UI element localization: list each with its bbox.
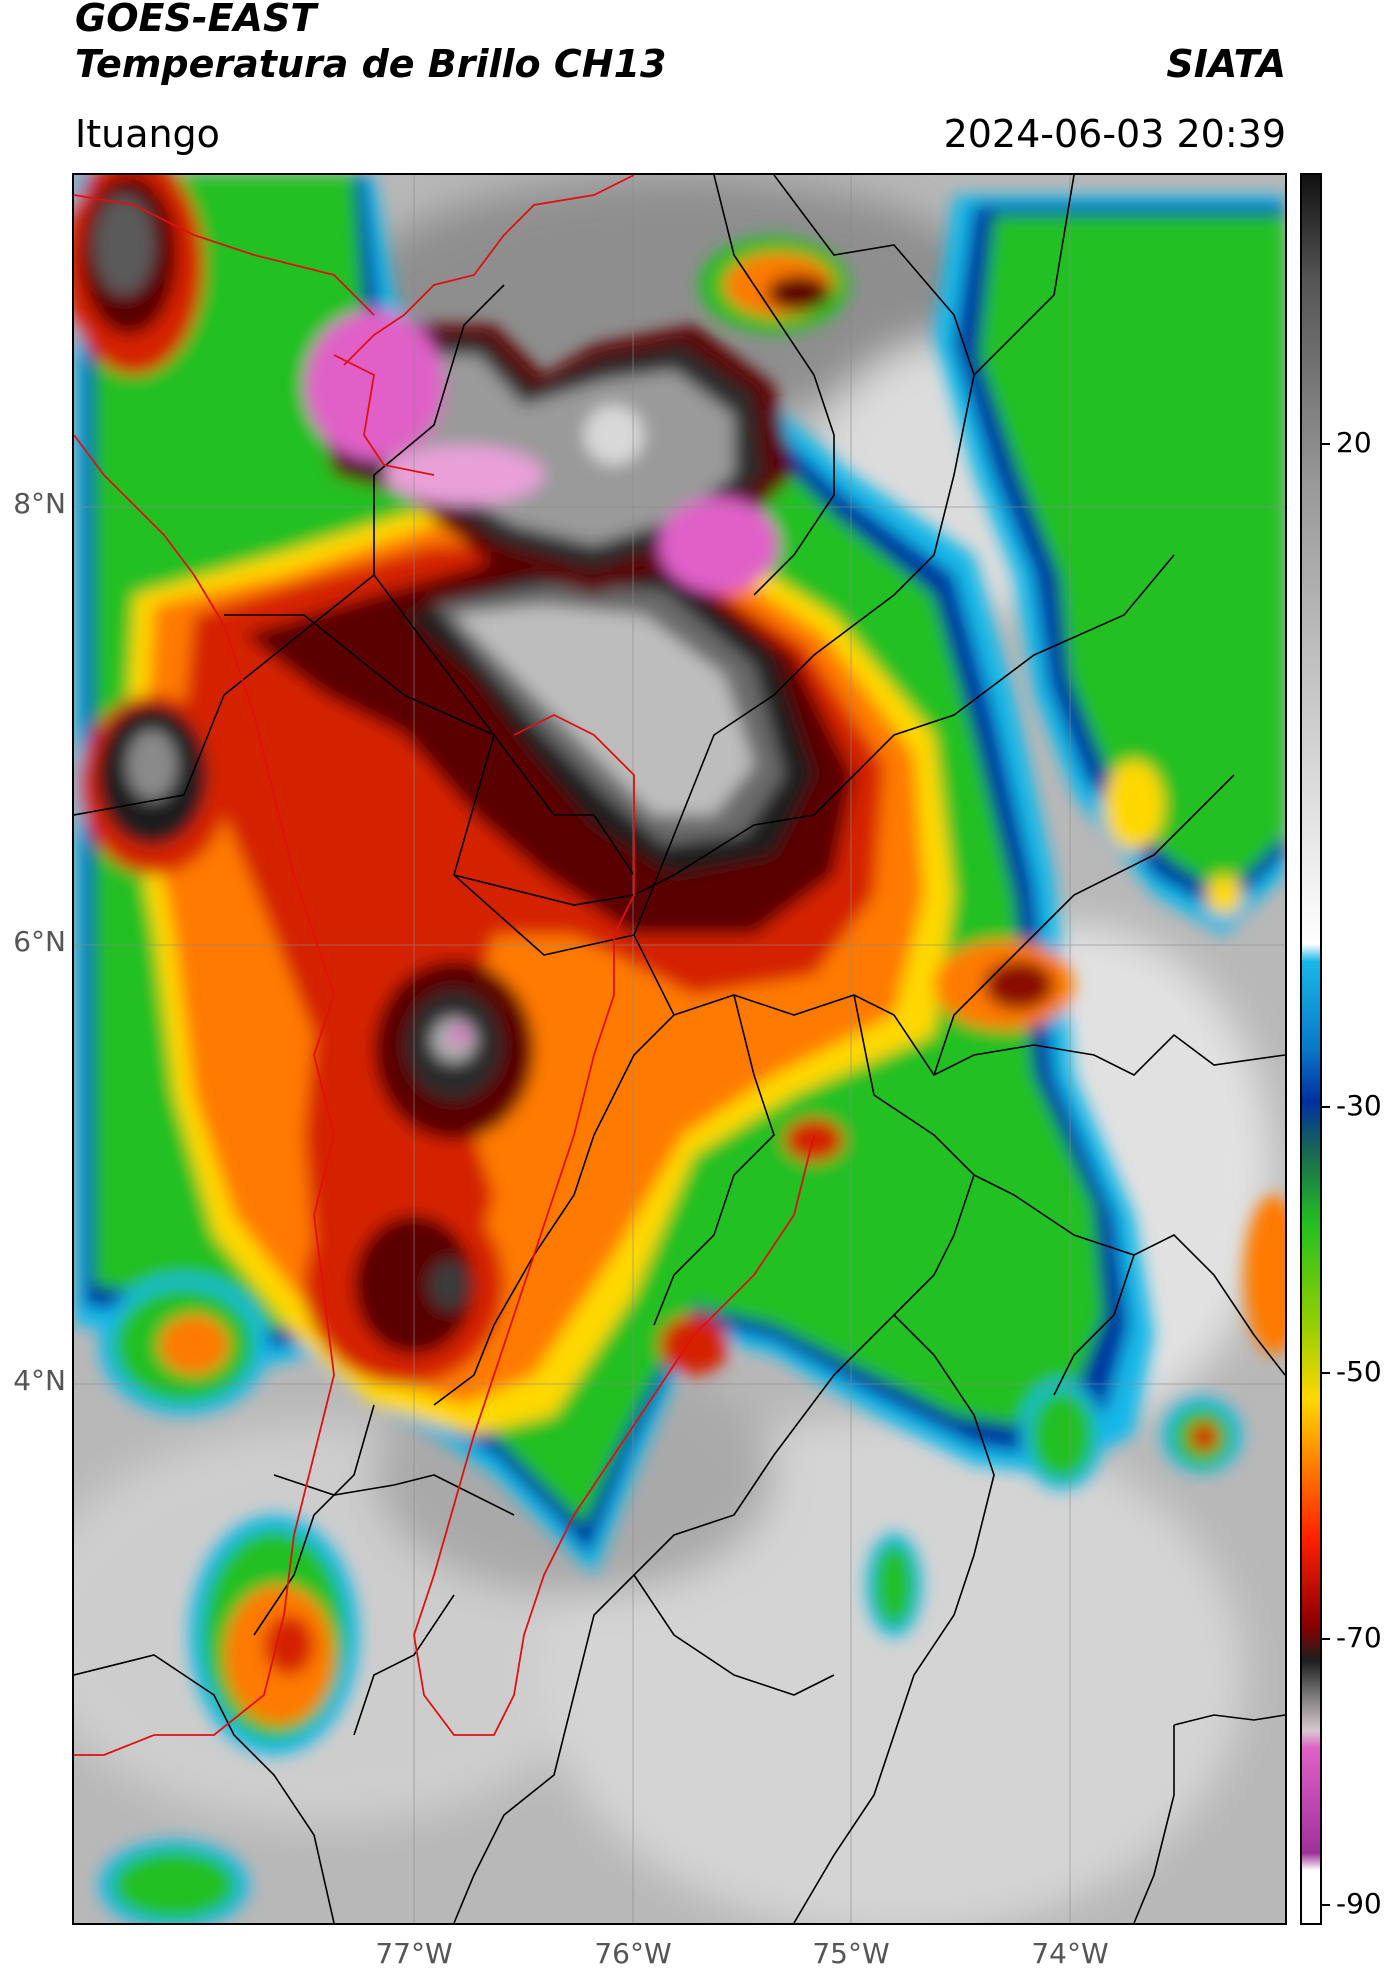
colorbar-label-minus70: -70 [1336,1621,1382,1654]
colorbar-label-minus30: -30 [1336,1089,1382,1122]
satellite-map[interactable] [72,173,1287,1925]
red-boundaries [74,175,815,1756]
org-label: SIATA [1166,42,1286,86]
colorbar-label-20: 20 [1336,426,1372,459]
region-label: Ituango [75,112,220,156]
satellite-title: GOES-EAST [75,0,317,40]
lon-tick-76w: 76°W [594,1937,672,1970]
colorbar-tick [1322,1638,1330,1640]
colorbar-tick [1322,1372,1330,1374]
colorbar-tick [1322,443,1330,445]
colorbar-tick [1322,1904,1330,1906]
admin-boundaries [74,175,1285,1923]
lon-tick-77w: 77°W [375,1937,453,1970]
colorbar-label-minus90: -90 [1336,1887,1382,1920]
lat-tick-6n: 6°N [13,925,66,958]
lat-tick-4n: 4°N [13,1364,66,1397]
timestamp-label: 2024-06-03 20:39 [943,112,1286,156]
temperature-colorbar [1300,173,1322,1925]
lon-tick-74w: 74°W [1031,1937,1109,1970]
colorbar-label-minus50: -50 [1336,1355,1382,1388]
product-title: Temperatura de Brillo CH13 [75,42,667,86]
colorbar-tick [1322,1106,1330,1108]
lon-tick-75w: 75°W [812,1937,890,1970]
lat-tick-8n: 8°N [13,487,66,520]
graticule [74,175,1285,1923]
